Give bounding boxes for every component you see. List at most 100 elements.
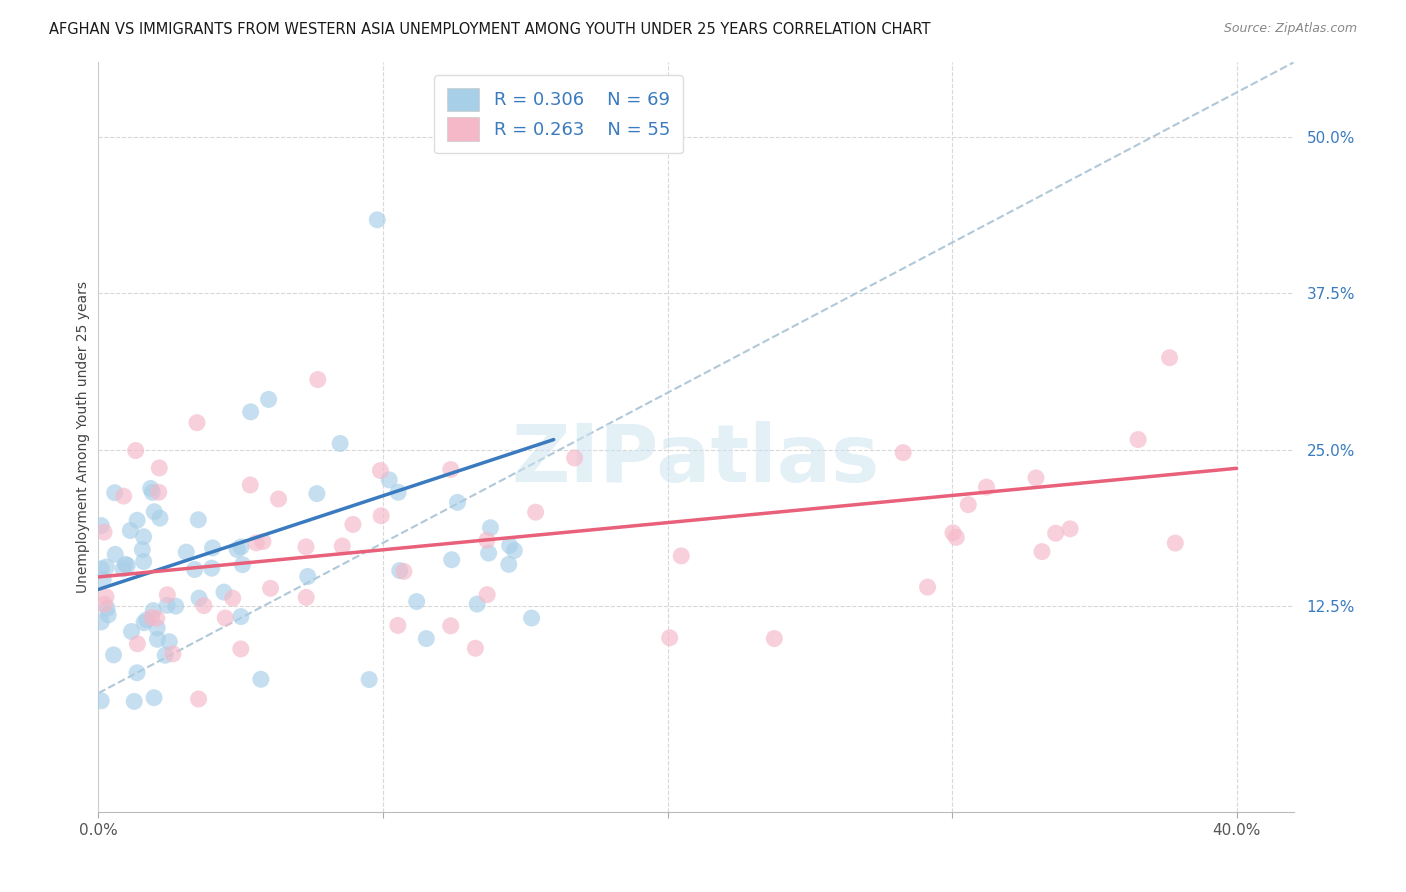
Point xyxy=(94,590,117,604)
Text: Source: ZipAtlas.com: Source: ZipAtlas.com xyxy=(1223,22,1357,36)
Point xyxy=(658,631,681,645)
Point xyxy=(392,565,415,579)
Point xyxy=(103,648,125,662)
Point xyxy=(229,609,252,624)
Point xyxy=(1128,433,1150,447)
Point xyxy=(222,591,245,606)
Point xyxy=(148,485,170,500)
Point xyxy=(917,580,939,594)
Point xyxy=(239,478,262,492)
Point xyxy=(503,543,526,558)
Point xyxy=(117,558,139,573)
Point xyxy=(942,525,965,540)
Point xyxy=(120,524,142,538)
Point xyxy=(93,598,115,612)
Point xyxy=(145,611,167,625)
Point xyxy=(143,690,166,705)
Point xyxy=(1164,536,1187,550)
Point xyxy=(1159,351,1181,365)
Point xyxy=(520,611,543,625)
Point xyxy=(153,648,176,663)
Point xyxy=(1025,471,1047,485)
Point xyxy=(141,610,163,624)
Point xyxy=(141,485,163,500)
Point xyxy=(226,542,249,557)
Point xyxy=(156,599,179,613)
Point xyxy=(90,694,112,708)
Point xyxy=(440,462,463,476)
Point xyxy=(157,634,180,648)
Point xyxy=(201,561,224,575)
Point xyxy=(132,615,155,630)
Point xyxy=(131,542,153,557)
Point xyxy=(329,436,352,450)
Point xyxy=(976,480,998,494)
Point xyxy=(342,517,364,532)
Point xyxy=(388,564,411,578)
Point xyxy=(405,594,427,608)
Point xyxy=(148,461,170,475)
Point xyxy=(112,489,135,503)
Point xyxy=(446,495,468,509)
Point xyxy=(478,546,501,560)
Point xyxy=(267,491,290,506)
Text: AFGHAN VS IMMIGRANTS FROM WESTERN ASIA UNEMPLOYMENT AMONG YOUTH UNDER 25 YEARS C: AFGHAN VS IMMIGRANTS FROM WESTERN ASIA U… xyxy=(49,22,931,37)
Point xyxy=(945,530,967,544)
Point xyxy=(257,392,280,407)
Point xyxy=(142,603,165,617)
Point xyxy=(156,588,179,602)
Point xyxy=(214,611,236,625)
Point xyxy=(201,541,224,555)
Point xyxy=(359,673,381,687)
Point xyxy=(125,443,148,458)
Point xyxy=(90,518,112,533)
Point xyxy=(475,533,498,548)
Point xyxy=(239,405,262,419)
Point xyxy=(183,562,205,576)
Point xyxy=(232,558,254,572)
Point xyxy=(498,558,520,572)
Point xyxy=(564,450,586,465)
Point xyxy=(295,540,318,554)
Point xyxy=(415,632,437,646)
Point xyxy=(122,694,145,708)
Point xyxy=(146,632,169,647)
Point xyxy=(465,597,488,611)
Point xyxy=(127,513,149,527)
Point xyxy=(135,613,157,627)
Point xyxy=(297,569,319,583)
Point xyxy=(104,485,127,500)
Point xyxy=(174,545,197,559)
Point xyxy=(671,549,693,563)
Point xyxy=(250,673,273,687)
Point xyxy=(132,530,155,544)
Point xyxy=(891,445,914,459)
Point xyxy=(330,539,353,553)
Text: ZIPatlas: ZIPatlas xyxy=(512,420,880,499)
Point xyxy=(188,591,211,606)
Point xyxy=(370,464,392,478)
Point xyxy=(440,619,463,633)
Point xyxy=(259,582,281,596)
Point xyxy=(957,498,980,512)
Point xyxy=(307,373,329,387)
Point xyxy=(252,534,274,549)
Point xyxy=(378,473,401,487)
Point xyxy=(524,505,547,519)
Point xyxy=(146,621,169,635)
Point xyxy=(132,554,155,568)
Point xyxy=(127,637,149,651)
Point xyxy=(149,511,172,525)
Point xyxy=(295,591,318,605)
Point xyxy=(193,599,215,613)
Point xyxy=(464,641,486,656)
Point xyxy=(114,558,136,572)
Point xyxy=(305,486,328,500)
Point xyxy=(1045,526,1067,541)
Point xyxy=(366,212,388,227)
Point xyxy=(96,601,118,615)
Point xyxy=(91,573,114,587)
Point xyxy=(187,692,209,706)
Point xyxy=(229,540,252,554)
Point xyxy=(763,632,786,646)
